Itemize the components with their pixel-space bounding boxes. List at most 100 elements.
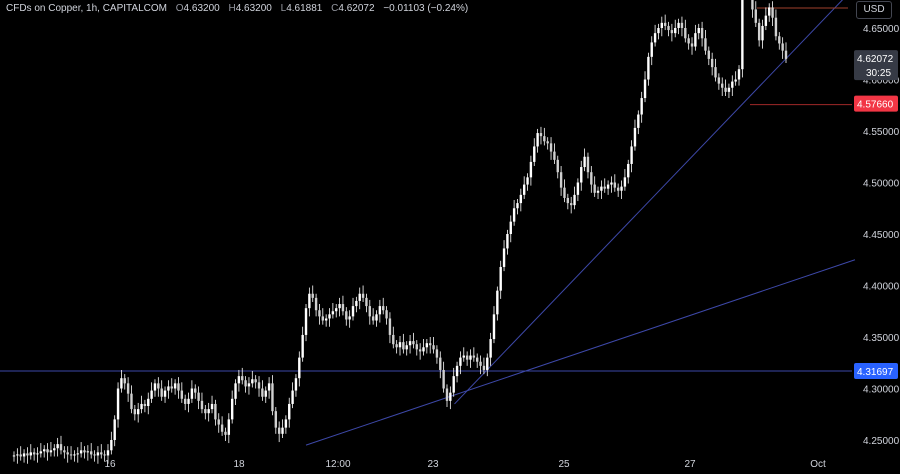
y-tick-label: 4.50000 — [863, 179, 900, 190]
y-tick-label: 4.30000 — [863, 385, 900, 396]
candle-body — [267, 383, 271, 391]
candle-body — [368, 306, 371, 317]
candle-body — [190, 388, 194, 399]
candle-body — [194, 388, 197, 393]
candle-body — [556, 159, 559, 173]
candle-body — [576, 182, 580, 195]
candle-body — [116, 388, 120, 420]
candle-body — [549, 143, 553, 152]
candle-body — [462, 355, 465, 358]
current-price-label-bg — [854, 50, 898, 81]
candle-body — [241, 376, 244, 381]
candle-body — [291, 390, 294, 404]
candle-body — [22, 453, 26, 457]
candle-body — [603, 186, 606, 189]
candle-body — [710, 58, 714, 68]
change-value: −0.01103 (−0.24%) — [383, 3, 469, 14]
candle-body — [459, 357, 462, 366]
candle-body — [751, 0, 754, 10]
candle-body — [476, 357, 479, 362]
high-value: 4.63200 — [235, 3, 272, 14]
candle-body — [254, 379, 257, 383]
candle-body — [43, 449, 46, 452]
x-tick-label: 16 — [104, 459, 116, 470]
candle-body — [277, 427, 281, 434]
candle-body — [684, 28, 687, 39]
candle-body — [338, 304, 341, 309]
candle-body — [640, 98, 643, 115]
candle-body — [529, 161, 533, 178]
candle-body — [79, 450, 83, 454]
y-tick-label: 4.40000 — [863, 282, 900, 293]
candle-body — [264, 390, 267, 397]
candle-body — [365, 297, 368, 307]
low-label: L — [280, 3, 287, 14]
candle-body — [93, 454, 96, 456]
candle-body — [690, 43, 694, 47]
candle-body — [294, 378, 298, 391]
candle-body — [522, 184, 526, 195]
candle-body — [422, 347, 425, 352]
candle-body — [140, 403, 143, 410]
candle-body — [704, 38, 707, 51]
candle-body — [714, 67, 717, 78]
candle-body — [509, 221, 512, 234]
currency-button[interactable]: USD — [856, 1, 892, 19]
level-price-label: 4.31697 — [857, 367, 894, 378]
candle-body — [120, 378, 123, 389]
candle-body — [86, 451, 90, 453]
candle-body — [543, 136, 546, 142]
candle-body — [680, 22, 684, 28]
candle-body — [418, 349, 422, 352]
candle-body — [395, 344, 398, 348]
candle-body — [90, 451, 93, 455]
candle-body — [633, 127, 637, 147]
candle-body — [378, 306, 382, 315]
candle-body — [113, 419, 116, 440]
open-label: O — [175, 3, 184, 14]
candle-body — [643, 79, 647, 99]
candle-body — [731, 81, 734, 88]
candle-body — [721, 83, 724, 88]
candle-body — [39, 451, 43, 454]
candle-body — [717, 77, 721, 84]
candle-body — [737, 69, 741, 80]
trendline — [305, 259, 856, 446]
candle-body — [106, 450, 110, 456]
candle-body — [143, 403, 147, 407]
candle-body — [754, 9, 757, 23]
candle-body — [452, 376, 455, 393]
candle-body — [46, 449, 49, 453]
candle-body — [486, 357, 489, 370]
candle-body — [110, 440, 113, 451]
candle-body — [784, 50, 788, 59]
candle-body — [670, 30, 674, 34]
candle-body — [637, 114, 640, 128]
candle-body — [385, 310, 388, 319]
candle-body — [778, 36, 781, 44]
candle-body — [355, 300, 358, 307]
x-tick-label: 23 — [427, 459, 439, 470]
candle-body — [429, 343, 432, 346]
candle-body — [375, 314, 378, 321]
candle-body — [150, 390, 153, 399]
candle-body — [288, 403, 291, 420]
candle-body — [596, 190, 600, 193]
candle-body — [432, 345, 435, 350]
candle-body — [29, 452, 32, 456]
candle-body — [700, 28, 704, 39]
candle-body — [204, 409, 207, 414]
candle-body — [623, 177, 627, 187]
candle-body — [526, 177, 529, 185]
candle-body — [408, 341, 412, 346]
candle-body — [435, 349, 439, 358]
candle-body — [694, 33, 697, 47]
candle-body — [331, 311, 335, 315]
candle-body — [126, 383, 130, 394]
candle-body — [348, 316, 351, 320]
candle-body — [627, 163, 630, 178]
candle-body — [324, 318, 328, 321]
candle-body — [734, 79, 737, 82]
candle-body — [512, 208, 516, 222]
